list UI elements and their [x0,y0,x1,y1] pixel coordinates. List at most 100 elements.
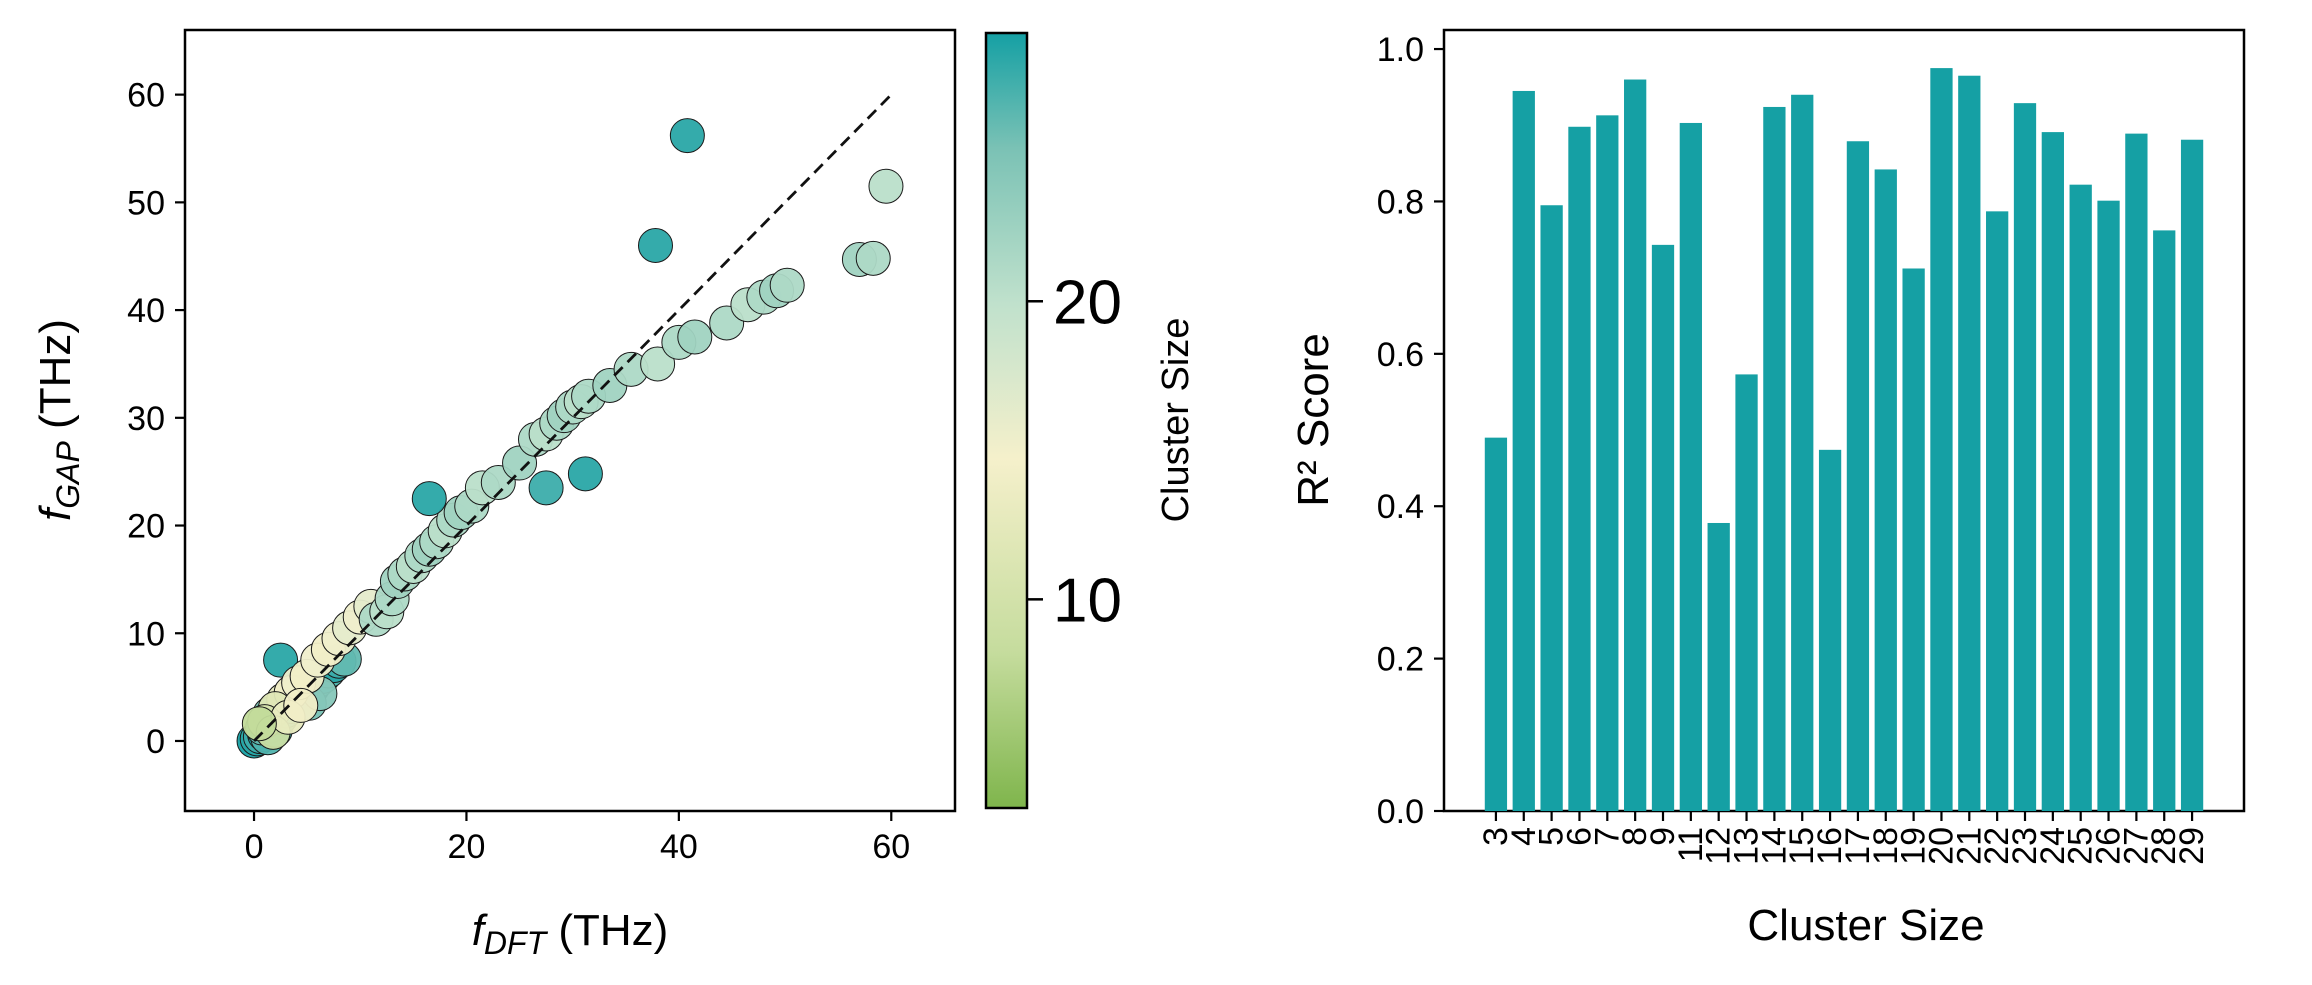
bar-x-tick-label: 9 [1644,827,1682,846]
scatter-point [855,240,891,276]
bar-x-label: Cluster Size [1747,901,1984,950]
bar [1484,437,1508,811]
bar-y-label: R² Score [1289,333,1338,507]
bar-y-ticks: 0.0 0.2 0.4 0.6 0.8 1.0 [1377,31,1444,831]
scatter-point [528,470,564,506]
bar-x-tick-label: 12 [1700,827,1738,865]
scatter-point [677,319,713,355]
bar-x-tick-label: 29 [2173,827,2211,865]
bar [1540,205,1563,811]
colorbar-ticks: 10 20 [1027,268,1122,635]
bar [2097,200,2120,812]
bar-x-tick-label: 26 [2090,827,2128,865]
bar [1512,90,1535,811]
scatter-point [637,227,673,263]
bar [2013,103,2037,811]
scatter-y-tick-label: 0 [146,723,165,761]
scatter-point [669,118,705,154]
bar-x-tick-label: 18 [1867,827,1905,865]
scatter-y-tick-label: 50 [127,184,165,222]
bar-x-tick-label: 5 [1533,827,1571,846]
bar-x-tick-label: 22 [1978,827,2016,865]
bar-x-tick-label: 11 [1672,827,1710,862]
bar [1930,68,1953,812]
bar-x-tick-label: 4 [1505,827,1543,846]
scatter-x-tick-label: 0 [245,828,264,866]
bar-x-tick-label: 6 [1560,827,1598,846]
scatter-y-tick-label: 10 [127,615,165,653]
bar-y-tick-label: 0.6 [1377,336,1424,374]
scatter-point [769,267,805,303]
bar-plot-area [1442,28,2246,813]
bar-x-tick-label: 19 [1895,827,1933,865]
scatter-x-tick-label: 60 [872,828,910,866]
bar [2180,139,2204,812]
scatter-y-tick-label: 30 [127,400,165,438]
bar-panel: 0.0 0.2 0.4 0.6 0.8 1.0 345678911121314151617… [1289,28,2246,950]
bar [1568,126,1591,811]
bar [2125,133,2148,811]
scatter-point [640,346,676,382]
bar-y-tick-label: 0.8 [1377,183,1424,221]
bar [1874,169,1897,811]
bar [2153,230,2176,811]
scatter-x-ticks: 0 20 40 60 [245,811,910,866]
colorbar-label: Cluster Size [1155,318,1197,523]
bar [1596,115,1619,811]
scatter-point [241,706,277,742]
bar [1624,79,1647,811]
bar-x-tick-label: 16 [1811,827,1849,865]
scatter-point [868,168,904,204]
scatter-points [236,118,904,759]
bars [1484,68,2204,812]
scatter-y-tick-label: 20 [127,508,165,546]
scatter-x-tick-label: 40 [660,828,698,866]
colorbar-tick-label: 20 [1053,268,1122,337]
bar-x-tick-label: 23 [2006,827,2044,865]
scatter-y-ticks: 0 10 20 30 40 50 60 [127,77,185,761]
bar [1986,211,2009,812]
colorbar-tick-label: 10 [1053,566,1122,635]
bar-x-tick-label: 28 [2145,827,2183,865]
bar-x-tick-label: 8 [1616,827,1654,846]
bar [1763,106,1786,811]
bar-x-tick-label: 21 [1950,827,1988,865]
bar-x-tick-label: 3 [1477,827,1515,846]
scatter-y-tick-label: 60 [127,77,165,115]
bar-x-tick-label: 7 [1588,827,1626,846]
bar-x-tick-label: 13 [1728,827,1766,865]
bar [1818,449,1842,811]
bar-x-tick-label: 25 [2062,827,2100,865]
scatter-y-label: fGAP (THz) [31,319,86,521]
bar [1902,268,1925,811]
bar [2041,132,2064,812]
bar-y-tick-label: 1.0 [1377,31,1424,69]
scatter-x-tick-label: 20 [448,828,486,866]
bar-y-tick-label: 0.2 [1377,641,1424,679]
bar [1679,122,1702,811]
scatter-point [283,687,319,723]
bar [2069,184,2092,812]
bar-x-tick-label: 27 [2117,827,2155,865]
bar-x-tick-label: 20 [1922,827,1960,865]
colorbar: 10 20 Cluster Size [984,31,1197,810]
scatter-point [411,481,447,517]
bar-x-tick-label: 24 [2034,827,2072,865]
bar [1958,75,1981,812]
bar [1791,94,1814,811]
bar-y-tick-label: 0.0 [1377,793,1424,831]
bar [1735,374,1758,811]
bar [1651,244,1675,811]
bar-x-tick-label: 14 [1755,827,1793,865]
scatter-point [567,456,603,492]
colorbar-gradient [984,31,1029,810]
scatter-panel: 0 20 40 60 0 10 20 30 40 50 60 fDFT (THz) fGAP (T… [31,28,957,961]
bar-x-tick-label: 17 [1839,827,1877,865]
bar-x-tick-label: 15 [1783,827,1821,865]
bar [1707,522,1730,811]
bar [1846,141,1870,811]
scatter-y-tick-label: 40 [127,292,165,330]
bar-x-ticks: 3456789111213141516171819202122232425262… [1477,811,2211,865]
scatter-x-label: fDFT (THz) [472,906,669,961]
